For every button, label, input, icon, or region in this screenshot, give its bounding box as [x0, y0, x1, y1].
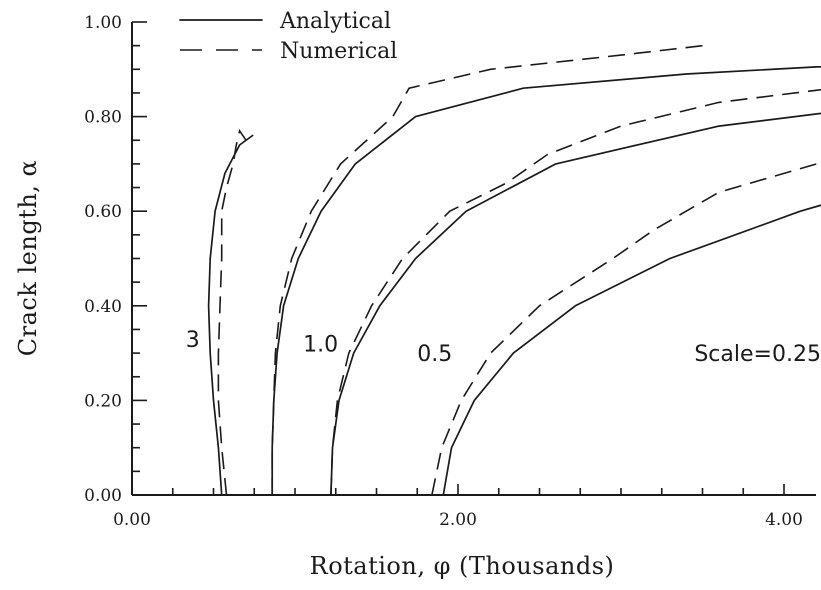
y-tick-label: 0.60 — [84, 202, 122, 222]
y-tick-label: 1.00 — [84, 13, 122, 33]
axes — [131, 22, 816, 496]
x-axis-title: Rotation, φ (Thousands) — [310, 552, 615, 580]
analytical-curve-scale-3 — [207, 134, 254, 495]
numerical-curve-scale-0-5 — [330, 88, 821, 495]
numerical-curve-scale-0-25 — [431, 161, 821, 495]
x-tick-label: 4.00 — [765, 510, 803, 530]
y-tick-label: 0.80 — [84, 108, 122, 128]
analytical-curve-scale-0-5 — [330, 112, 821, 495]
axis-ticks — [132, 21, 785, 495]
legend: Analytical Numerical — [179, 9, 397, 64]
analytical-curve-scale-0-25 — [442, 204, 821, 495]
x-tick-label: 0.00 — [113, 510, 151, 530]
y-tick-label: 0.40 — [84, 297, 122, 317]
curve-label: 1.0 — [303, 333, 338, 358]
curve-label: Scale=0.25 — [694, 342, 821, 367]
y-tick-label: 0.00 — [84, 486, 122, 506]
legend-label-analytical: Analytical — [279, 9, 391, 34]
x-tick-label: 2.00 — [439, 510, 477, 530]
curve-label: 3 — [186, 328, 200, 353]
y-axis-title: Crack length, α — [14, 160, 42, 357]
numerical-curve-scale-1-0 — [271, 44, 703, 495]
series-layer — [207, 44, 821, 495]
numerical-curve-scale-3 — [217, 128, 247, 495]
curve-labels: 3 1.0 0.5 Scale=0.25 — [186, 328, 821, 367]
tick-labels: 0.00 2.00 4.00 0.00 0.20 0.40 0.60 0.80 1.00 — [84, 13, 803, 530]
curve-label: 0.5 — [417, 342, 452, 367]
legend-label-numerical: Numerical — [280, 39, 397, 64]
y-tick-label: 0.20 — [84, 391, 122, 411]
analytical-curve-scale-1-0 — [271, 65, 821, 495]
